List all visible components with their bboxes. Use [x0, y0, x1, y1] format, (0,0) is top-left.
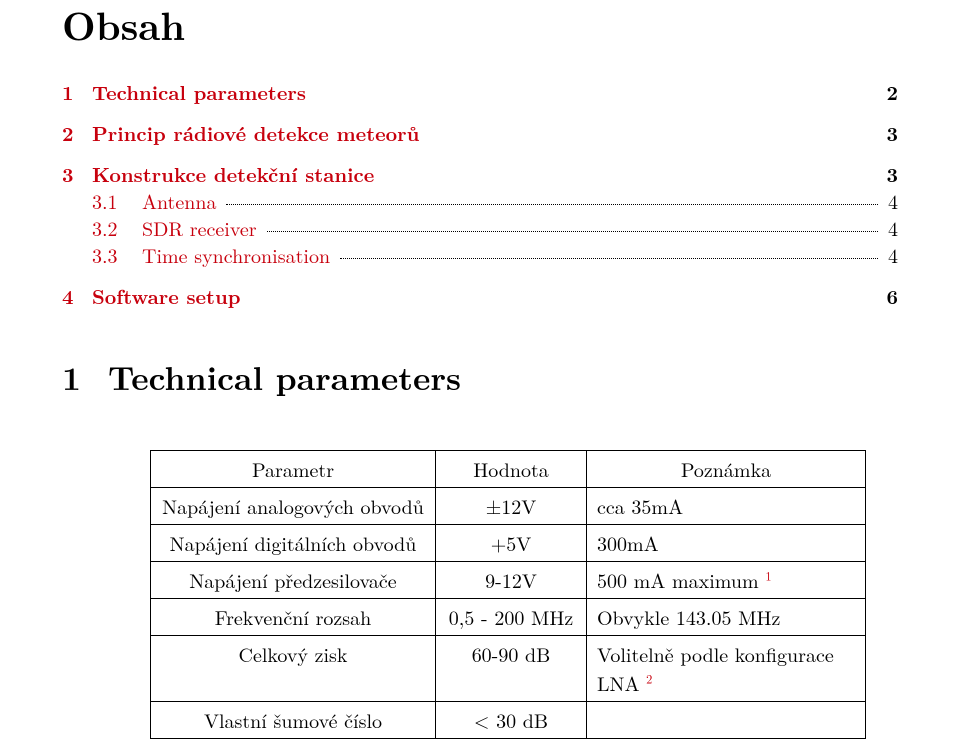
toc-number: 3 — [62, 162, 92, 185]
toc-entry: 3 Konstrukce detekční stanice 3 — [62, 162, 898, 185]
toc-link[interactable]: SDR receiver — [142, 216, 257, 239]
table-cell-text: Volitelně podle konfigurace LNA — [597, 639, 834, 697]
toc-link[interactable]: Software setup — [92, 284, 241, 307]
contents-heading: Obsah — [62, 0, 898, 52]
table-cell: 500 mA maximum 1 — [587, 562, 866, 599]
table-row: Napájení analogových obvodů ±12V cca 35m… — [151, 488, 866, 525]
table-cell: Frekvenční rozsah — [151, 599, 436, 636]
table-cell: 0,5 - 200 MHz — [436, 599, 587, 636]
parameters-table: Parametr Hodnota Poznámka Napájení analo… — [150, 450, 866, 739]
section-heading: 1Technical parameters — [62, 353, 898, 400]
table-row: Vlastní šumové číslo < 30 dB — [151, 702, 866, 739]
table-row: Napájení digitálních obvodů +5V 300mA — [151, 525, 866, 562]
table-cell: Volitelně podle konfigurace LNA 2 — [587, 636, 866, 702]
table-header-cell: Poznámka — [587, 451, 866, 488]
toc-entry: 1 Technical parameters 2 — [62, 80, 898, 103]
toc-number: 3.3 — [92, 243, 142, 266]
toc-page: 4 — [884, 243, 898, 266]
table-cell — [587, 702, 866, 739]
toc-number: 1 — [62, 80, 92, 103]
table-row: Frekvenční rozsah 0,5 - 200 MHz Obvykle … — [151, 599, 866, 636]
toc-number: 3.2 — [92, 216, 142, 239]
table-cell: Obvykle 143.05 MHz — [587, 599, 866, 636]
table-cell-text: 500 mA maximum — [597, 565, 765, 594]
table-row: Napájení předzesilovače 9-12V 500 mA max… — [151, 562, 866, 599]
toc-page: 4 — [884, 189, 898, 212]
toc-link[interactable]: Technical parameters — [92, 80, 306, 103]
toc-page: 6 — [884, 284, 898, 307]
table-cell: Napájení předzesilovače — [151, 562, 436, 599]
toc-page: 3 — [884, 121, 898, 144]
toc-link[interactable]: Time synchronisation — [142, 243, 330, 266]
table-cell: cca 35mA — [587, 488, 866, 525]
table-cell: Celkový zisk — [151, 636, 436, 702]
toc-entry: 4 Software setup 6 — [62, 284, 898, 307]
section-number: 1 — [62, 353, 108, 400]
page: Obsah 1 Technical parameters 2 2 Princip… — [0, 0, 960, 730]
toc-number: 3.1 — [92, 189, 142, 212]
table-cell: Vlastní šumové číslo — [151, 702, 436, 739]
toc-link[interactable]: Konstrukce detekční stanice — [92, 162, 374, 185]
toc-page: 2 — [884, 80, 898, 103]
toc-page: 4 — [884, 216, 898, 239]
section-title: Technical parameters — [108, 353, 461, 400]
toc-entry: 3.3 Time synchronisation 4 — [62, 243, 898, 266]
table-cell: 300mA — [587, 525, 866, 562]
table-cell: < 30 dB — [436, 702, 587, 739]
toc-leader-dots — [340, 258, 878, 259]
toc-entry: 3.1 Antenna 4 — [62, 189, 898, 212]
toc-leader-dots — [226, 204, 878, 205]
toc-link[interactable]: Antenna — [142, 189, 216, 212]
table-header-cell: Hodnota — [436, 451, 587, 488]
toc-leader-dots — [267, 231, 878, 232]
table-of-contents: 1 Technical parameters 2 2 Princip rádio… — [62, 80, 898, 307]
toc-number: 4 — [62, 284, 92, 307]
footnote-ref[interactable]: 2 — [646, 669, 652, 687]
toc-page: 3 — [884, 162, 898, 185]
footnote-ref[interactable]: 1 — [765, 566, 771, 584]
table-cell: 60-90 dB — [436, 636, 587, 702]
table-cell: +5V — [436, 525, 587, 562]
toc-link[interactable]: Princip rádiové detekce meteorů — [92, 121, 419, 144]
table-cell: 9-12V — [436, 562, 587, 599]
toc-number: 2 — [62, 121, 92, 144]
table-cell: Napájení analogových obvodů — [151, 488, 436, 525]
table-cell: Napájení digitálních obvodů — [151, 525, 436, 562]
toc-entry: 3.2 SDR receiver 4 — [62, 216, 898, 239]
table-cell: ±12V — [436, 488, 587, 525]
table-header-cell: Parametr — [151, 451, 436, 488]
table-header-row: Parametr Hodnota Poznámka — [151, 451, 866, 488]
table-row: Celkový zisk 60-90 dB Volitelně podle ko… — [151, 636, 866, 702]
toc-entry: 2 Princip rádiové detekce meteorů 3 — [62, 121, 898, 144]
